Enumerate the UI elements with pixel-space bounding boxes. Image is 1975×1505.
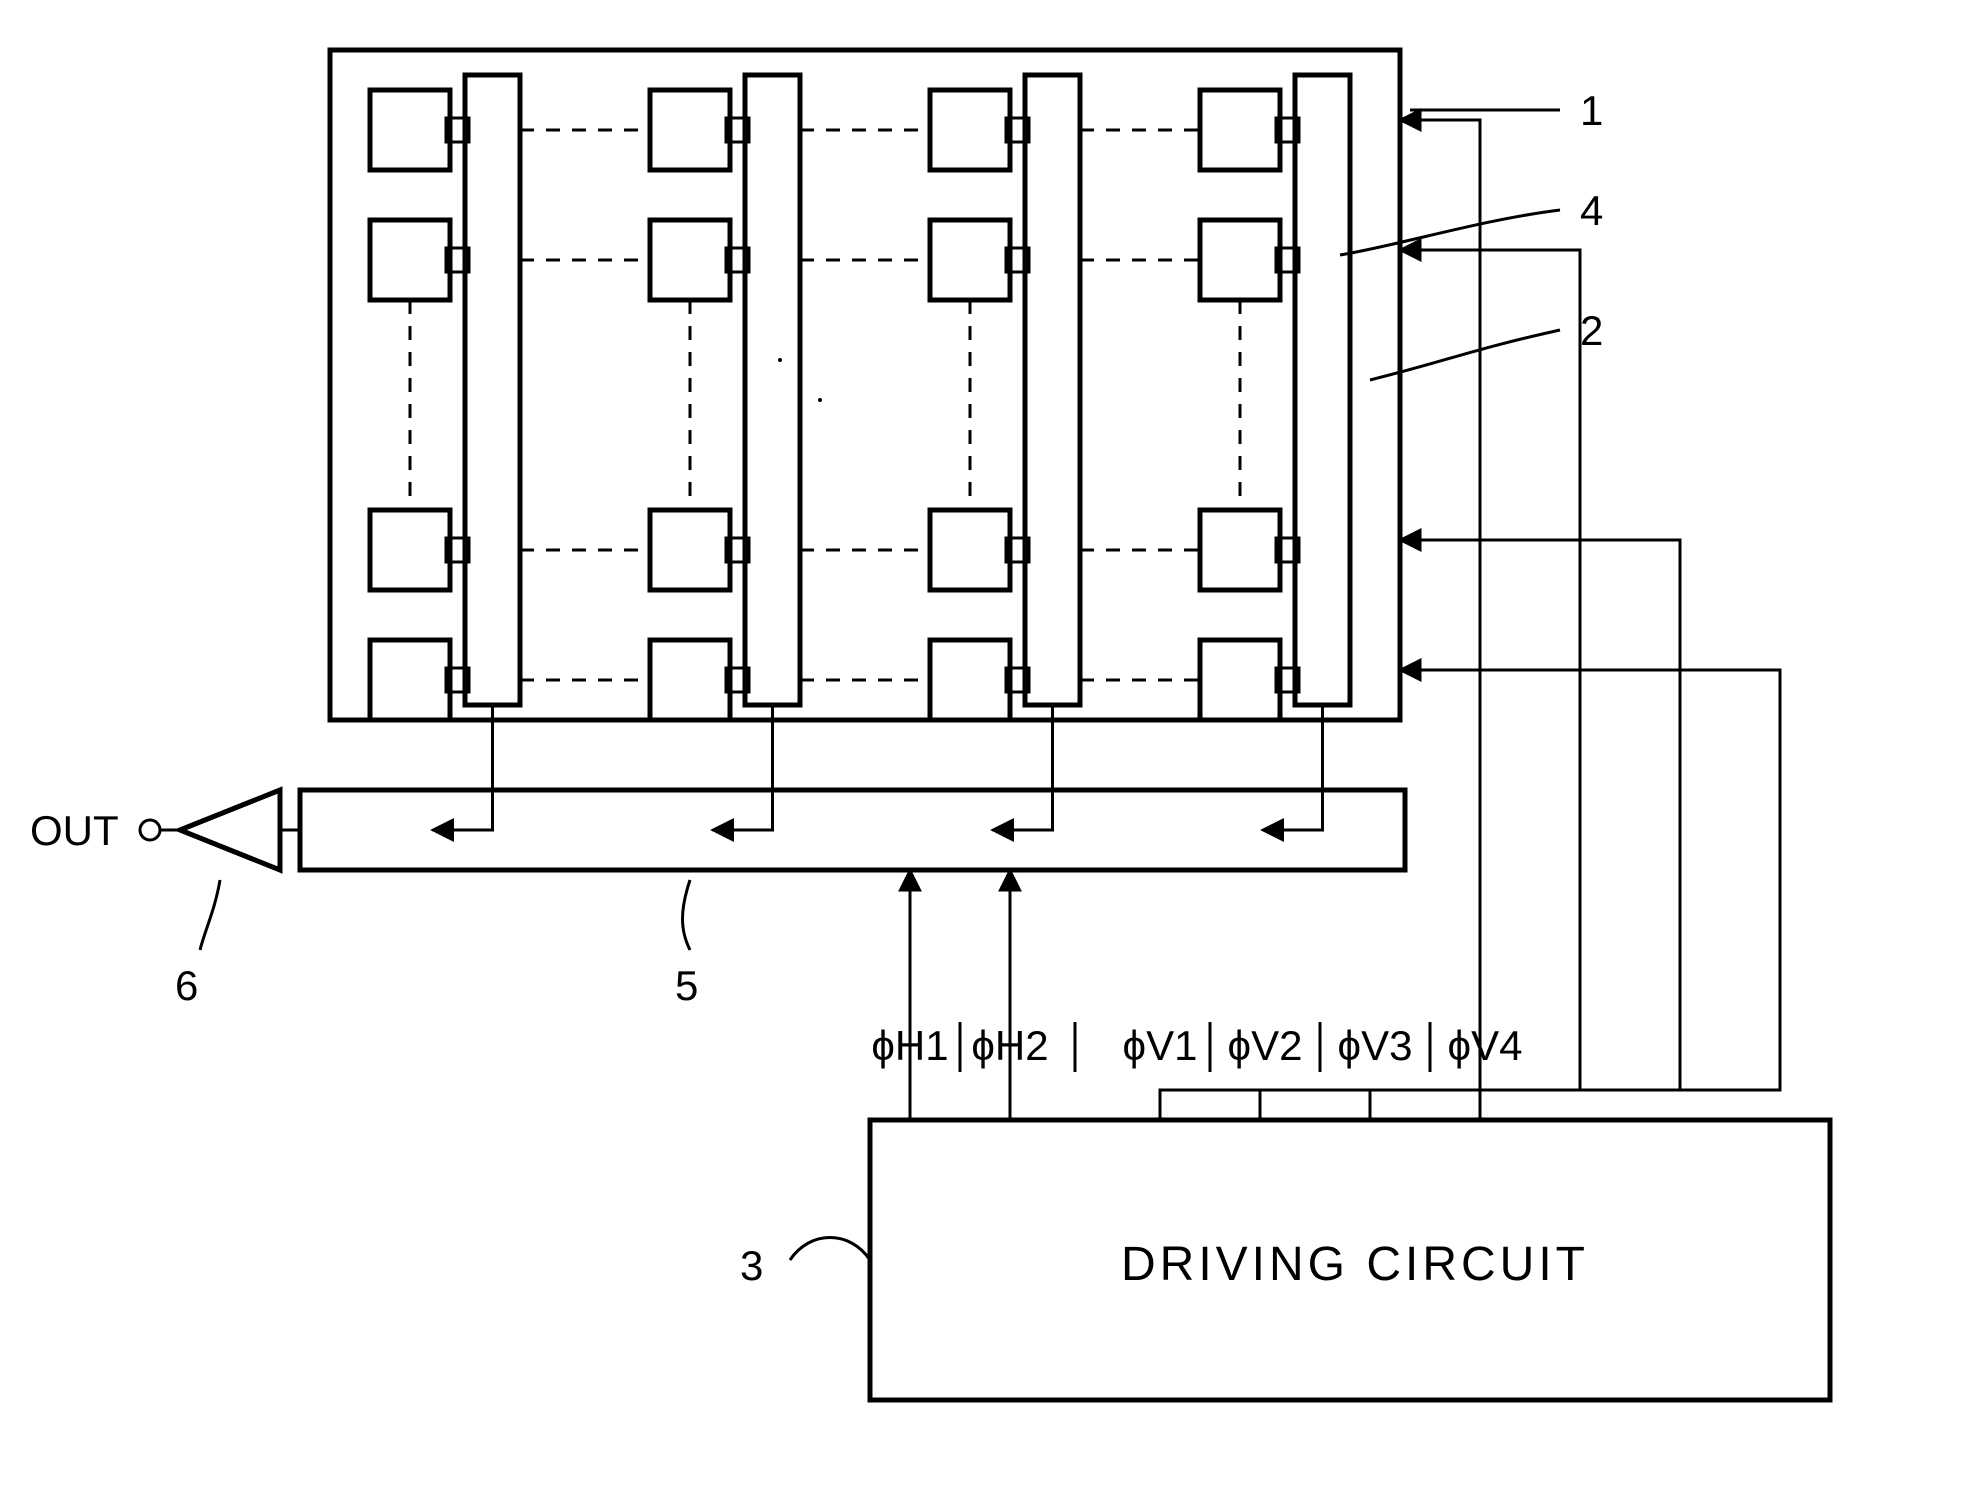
pixel-electrode [370,90,450,170]
leader-line [790,1238,870,1261]
leader-line [1340,210,1560,255]
leader-line [200,880,220,950]
pixel-electrode [1200,640,1280,720]
ref-2: 2 [1580,307,1603,354]
vertical-register [745,75,800,705]
phi-v2-label: ϕV2 [1228,1022,1303,1069]
phi-v3-label: ϕV3 [1338,1022,1413,1069]
pixel-electrode [650,90,730,170]
phi-v4-label: ϕV4 [1448,1022,1523,1069]
vertical-register [1295,75,1350,705]
ref-4: 4 [1580,187,1603,234]
pixel-electrode [1200,90,1280,170]
vreg-to-hreg [993,705,1053,830]
pixel-electrode [370,510,450,590]
vertical-register [465,75,520,705]
pixel-electrode [370,220,450,300]
out-label: OUT [30,807,119,854]
phi-h1-label: ϕH1 [871,1022,948,1069]
speck [818,398,822,402]
vreg-to-hreg [1263,705,1323,830]
vreg-to-hreg [713,705,773,830]
vreg-to-hreg [433,705,493,830]
phi-v4-line [1400,120,1480,1120]
pixel-electrode [370,640,450,720]
vertical-register [1025,75,1080,705]
speck [778,358,782,362]
pixel-electrode [650,510,730,590]
ccd-block-diagram: OUT 1 4 2 3 5 6 ϕH1 ϕH2 ϕV1 ϕV2 ϕV3 ϕV4 … [0,0,1975,1505]
ref-3: 3 [740,1242,763,1289]
pixel-electrode [930,90,1010,170]
output-amplifier [180,790,280,870]
ref-6: 6 [175,962,198,1009]
phi-h2-label: ϕH2 [971,1022,1048,1069]
leader-line [683,880,691,950]
pixel-electrode [650,640,730,720]
phi-v1-label: ϕV1 [1123,1022,1198,1069]
pixel-electrode [930,220,1010,300]
ref-1: 1 [1580,87,1603,134]
out-terminal [140,820,160,840]
pixel-electrode [1200,510,1280,590]
pixel-electrode [930,640,1010,720]
pixel-electrode [930,510,1010,590]
ref-5: 5 [675,962,698,1009]
pixel-electrode [1200,220,1280,300]
pixel-electrode [650,220,730,300]
driving-circuit-label: DRIVING CIRCUIT [1121,1238,1589,1291]
